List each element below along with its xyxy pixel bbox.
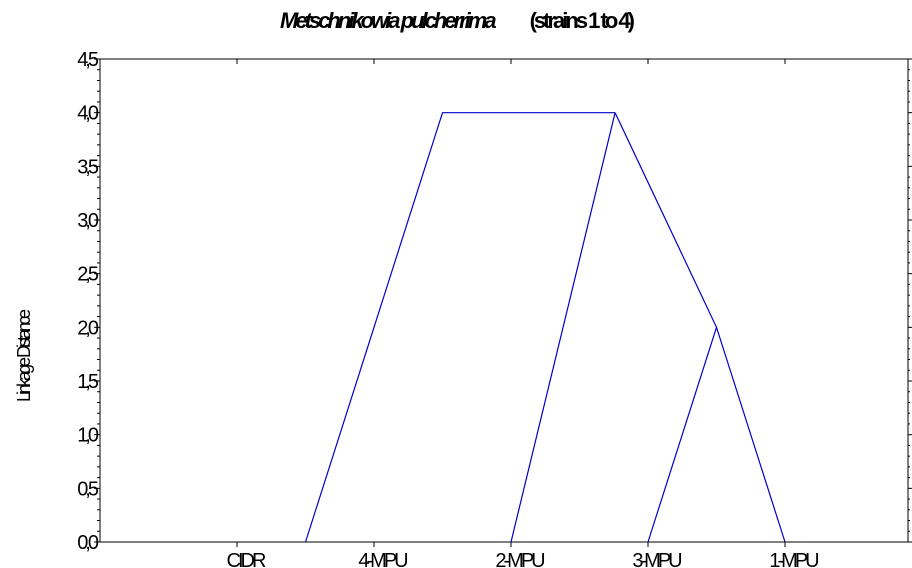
x-tick-label-leaf: 1-MPU [769, 550, 818, 568]
dendrogram-segment-2mpu-branch [510, 112, 616, 543]
dendrogram-lines [304, 112, 786, 543]
y-axis-label: Linkage Distance [14, 309, 34, 402]
y-tick-label: 3,0 [77, 210, 99, 232]
y-tick-label: 2,5 [77, 264, 99, 286]
y-tick-label: 2,0 [77, 317, 99, 339]
y-tick-label: 4,5 [77, 49, 99, 71]
dendrogram-segment-3mpu-branch [647, 327, 718, 543]
y-tick-label: 1,0 [77, 425, 99, 447]
dendrogram-segment-cidr-4mpu-branch [304, 112, 616, 543]
y-tick-label: 0,5 [77, 478, 99, 500]
chart-title: Metschnikowia pulcherrima (strains 1 to 4… [0, 8, 912, 34]
chart-title-species: Metschnikowia pulcherrima [280, 8, 497, 33]
x-axis-ticks [236, 59, 786, 547]
chart-title-qualifier: (strains 1 to 4) [529, 8, 635, 33]
y-tick-label: 1,5 [77, 371, 99, 393]
x-tick-label-leaf: 3-MPU [632, 550, 681, 568]
y-tick-label: 4,0 [77, 103, 99, 125]
dendrogram-segment-3mpu-1mpu-join-upper [614, 112, 786, 543]
y-tick-label: 3,5 [77, 156, 99, 178]
x-tick-label-leaf: 2-MPU [495, 550, 544, 568]
x-tick-label-leaf: CIDR [227, 550, 266, 568]
x-axis-tick-labels: CIDR 4-MPU 2-MPU 3-MPU 1-MPU [227, 550, 822, 568]
y-axis-tick-labels: 0,0 0,5 1,0 1,5 2,0 2,5 3,0 3,5 4,0 4,5 [77, 49, 102, 554]
x-tick-label-leaf: 4-MPU [358, 550, 407, 568]
y-tick-label: 0,0 [77, 532, 99, 554]
y-axis-ticks [94, 58, 912, 543]
plot-area-frame [99, 58, 909, 543]
